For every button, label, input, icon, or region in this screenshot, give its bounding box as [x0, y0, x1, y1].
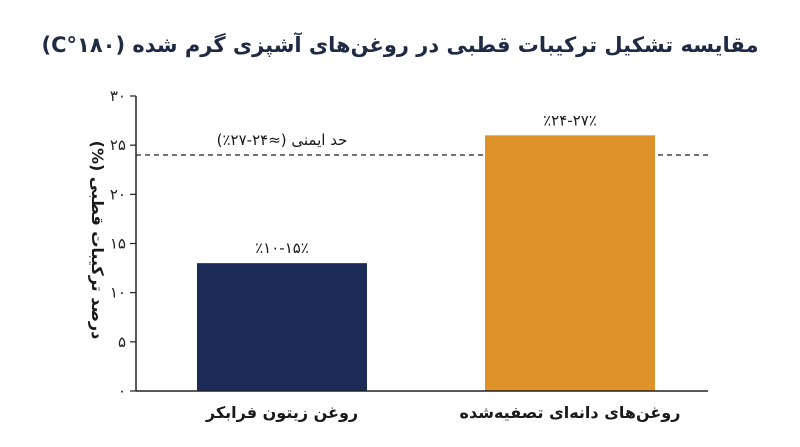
data-labels: ٪۱۰-۱۵٪ ٪۲۴-۲۷٪ — [255, 111, 597, 257]
y-tick-label: ۰ — [118, 382, 126, 400]
y-axis-label-group: درصد ترکیبات قطبی (%) — [88, 141, 107, 340]
category-label: روغن‌های دانه‌ای تصفیه‌شده — [460, 403, 681, 422]
y-tick-label: ۲۰ — [110, 185, 126, 203]
bar-data-label: ٪۲۴-۲۷٪ — [543, 111, 597, 129]
y-tick-label: ۱۰ — [110, 284, 126, 302]
bars — [197, 135, 655, 391]
category-labels: روغن زیتون فرابکر روغن‌های دانه‌ای تصفیه‌… — [205, 403, 681, 422]
chart-title: مقایسه تشکیل ترکیبات قطبی در روغن‌های آش… — [42, 32, 759, 57]
category-label: روغن زیتون فرابکر — [205, 403, 358, 422]
bar-data-label: ٪۱۰-۱۵٪ — [255, 239, 309, 257]
reference-line-label: حد ایمنی (≈۲۴-۲۷٪) — [217, 131, 348, 149]
y-tick-label: ۲۵ — [110, 136, 126, 154]
y-axis-label: درصد ترکیبات قطبی (%) — [88, 141, 107, 340]
bar — [485, 135, 655, 391]
bar — [197, 263, 367, 391]
y-tick-label: ۱۵ — [110, 235, 126, 253]
y-axis-ticks: ۰ ۵ ۱۰ ۱۵ ۲۰ ۲۵ ۳۰ — [110, 87, 136, 400]
y-tick-label: ۳۰ — [110, 87, 126, 105]
y-tick-label: ۵ — [118, 333, 126, 351]
